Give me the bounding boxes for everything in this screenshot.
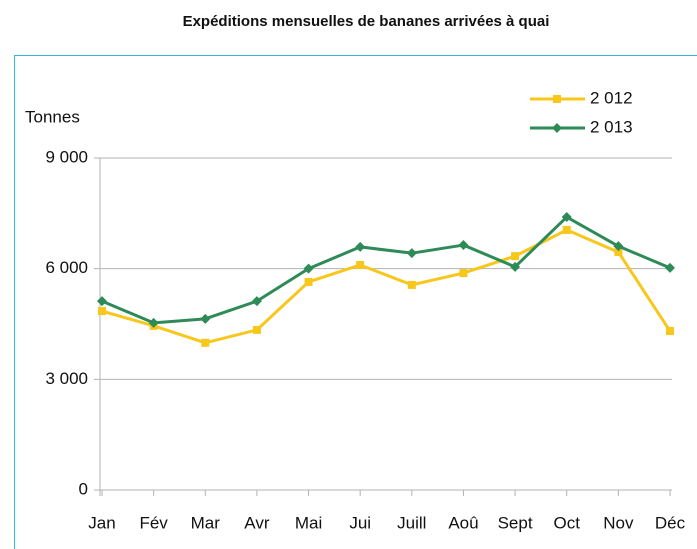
data-point — [355, 241, 366, 252]
x-tick-label: Oct — [554, 513, 581, 532]
y-tick-label: 3 000 — [45, 369, 88, 388]
data-point — [458, 240, 469, 251]
data-point — [614, 248, 623, 257]
y-tick-label: 0 — [79, 479, 88, 498]
series-line — [101, 228, 672, 345]
chart-frame — [14, 55, 697, 549]
data-point — [613, 241, 624, 252]
data-point — [665, 262, 675, 273]
legend-label: 2 012 — [590, 88, 633, 107]
data-point — [252, 325, 261, 334]
data-point — [251, 296, 262, 307]
x-tick-label: Aoû — [448, 513, 478, 532]
data-point — [200, 313, 211, 324]
data-point — [303, 263, 314, 274]
x-tick-label: Avr — [244, 513, 270, 532]
data-point — [459, 269, 468, 278]
x-tick-label: Mai — [295, 513, 322, 532]
data-point — [148, 317, 159, 328]
x-tick-label: Fév — [139, 513, 168, 532]
y-tick-label: 6 000 — [45, 258, 88, 277]
legend-marker — [553, 95, 561, 103]
x-tick-label: Juill — [397, 513, 426, 532]
series-line — [101, 215, 671, 325]
x-tick-label: Nov — [603, 513, 634, 532]
data-point — [407, 280, 416, 289]
data-point — [510, 261, 521, 272]
y-tick-label: 9 000 — [45, 147, 88, 166]
data-point — [562, 225, 571, 234]
x-tick-label: Mar — [191, 513, 221, 532]
data-point — [304, 277, 313, 286]
data-point — [98, 307, 106, 316]
data-point — [511, 252, 520, 261]
data-point — [97, 296, 107, 307]
x-tick-label: Déc — [655, 513, 686, 532]
x-tick-label: Sept — [498, 513, 533, 532]
x-tick-label: Jui — [349, 513, 371, 532]
y-axis-label: Tonnes — [25, 107, 80, 126]
data-point — [406, 248, 417, 259]
chart-title: Expéditions mensuelles de bananes arrivé… — [183, 13, 550, 30]
legend-label: 2 013 — [590, 117, 633, 136]
x-tick-label: Jan — [88, 513, 115, 532]
data-point — [201, 338, 210, 347]
data-point — [666, 327, 674, 336]
legend-marker — [552, 123, 562, 133]
data-point — [356, 260, 365, 269]
data-point — [561, 212, 572, 223]
